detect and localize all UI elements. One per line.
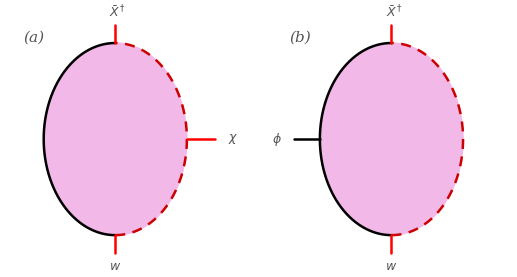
Text: $\chi$: $\chi$ [228,132,238,146]
Text: $\bar{X}^\dagger$: $\bar{X}^\dagger$ [386,4,403,20]
Ellipse shape [320,43,463,235]
Text: $w$: $w$ [385,260,398,273]
Text: $\phi$: $\phi$ [271,130,282,148]
Text: $\bar{X}^\dagger$: $\bar{X}^\dagger$ [109,4,126,20]
Text: (b): (b) [289,30,311,44]
Text: (a): (a) [23,30,44,44]
Ellipse shape [44,43,187,235]
Text: $w$: $w$ [109,260,121,273]
